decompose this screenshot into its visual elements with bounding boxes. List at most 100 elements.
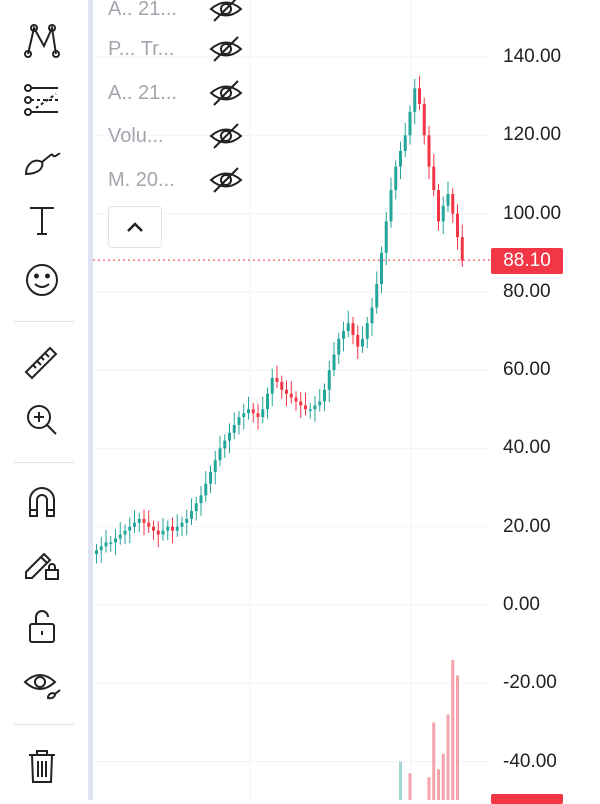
candle (261, 396, 265, 424)
candle (418, 75, 421, 111)
candle (365, 316, 369, 349)
candle (213, 450, 217, 485)
candle (133, 510, 136, 533)
emoji-button[interactable] (14, 258, 70, 302)
price-axis-label: -40.00 (503, 750, 557, 772)
candle (256, 403, 260, 430)
candle (175, 514, 179, 537)
legend-row[interactable]: M. 20... (108, 165, 258, 195)
candle (209, 465, 212, 494)
volume-bar (427, 777, 431, 800)
candle (370, 298, 374, 336)
candle (194, 496, 198, 521)
candle (308, 403, 312, 419)
candle (285, 380, 288, 407)
legend-label: P... Tr... (108, 37, 175, 60)
candle (185, 509, 189, 536)
trend-tools-button[interactable] (14, 78, 70, 122)
legend-row[interactable]: P... Tr... (108, 34, 258, 64)
volume-bar (441, 753, 445, 800)
text-tool-button[interactable] (14, 198, 70, 242)
volume-bar (399, 761, 402, 800)
candle (199, 486, 203, 516)
candle (228, 423, 231, 454)
candle (342, 321, 345, 352)
candle (247, 396, 250, 420)
volume-bar (456, 675, 459, 800)
candle (375, 271, 379, 314)
candle (147, 510, 151, 533)
candle (337, 332, 341, 364)
candle (451, 187, 455, 223)
legend-row[interactable]: A.. 21... (108, 0, 258, 24)
bottom-price-tag (491, 794, 563, 804)
candle (156, 521, 160, 548)
lock-drawing-button[interactable] (14, 540, 70, 584)
trend-tools-icon (24, 84, 58, 116)
candle (351, 316, 355, 345)
volume-bar (432, 722, 436, 800)
candle (204, 471, 208, 502)
hidden-eye-icon[interactable] (208, 121, 244, 151)
zoom-in-icon (27, 405, 57, 435)
pattern-tool-icon (24, 24, 60, 58)
toolbar-separator (14, 724, 74, 725)
candle (294, 391, 298, 411)
emoji-icon (26, 264, 58, 296)
candle (104, 529, 108, 553)
ruler-icon (24, 346, 58, 380)
candle (128, 517, 132, 544)
candle (441, 196, 445, 234)
candle (190, 498, 193, 526)
candle (389, 177, 393, 228)
eye-button[interactable] (14, 662, 70, 706)
volume-bar (451, 659, 455, 800)
legend-row[interactable]: A.. 21... (108, 78, 258, 108)
magnet-button[interactable] (14, 480, 70, 524)
hidden-eye-icon[interactable] (208, 165, 244, 195)
candle (456, 204, 459, 250)
price-axis-label: 60.00 (503, 359, 551, 381)
unlock-button[interactable] (14, 604, 70, 648)
price-axis-label: 20.00 (503, 515, 551, 537)
trash-button[interactable] (14, 744, 70, 788)
candle (180, 516, 184, 537)
candle (218, 435, 222, 467)
lock-drawing-icon (25, 552, 59, 580)
candle (289, 381, 293, 404)
hidden-eye-icon[interactable] (208, 34, 244, 64)
candle (403, 122, 407, 158)
candle (460, 224, 464, 267)
candle (384, 212, 388, 266)
toolbar-separator (14, 462, 74, 463)
toolbar-separator (14, 321, 74, 322)
candle (270, 368, 274, 407)
price-axis-label: 100.00 (503, 202, 562, 224)
hidden-eye-icon[interactable] (208, 0, 244, 24)
legend-row[interactable]: Volu... (108, 121, 258, 151)
candle (280, 375, 284, 400)
candle (118, 522, 122, 545)
magnet-icon (29, 487, 55, 517)
candle (313, 395, 317, 422)
candle (223, 434, 227, 458)
candle (394, 160, 398, 200)
unlock-icon (29, 610, 55, 643)
hidden-eye-icon[interactable] (208, 78, 244, 108)
pattern-tool-button[interactable] (14, 18, 70, 62)
volume-bar (437, 769, 440, 800)
current-price-tag: 88.10 (491, 248, 563, 274)
ruler-button[interactable] (14, 340, 70, 384)
legend-label: A.. 21... (108, 81, 177, 104)
zoom-in-button[interactable] (14, 398, 70, 442)
brush-tool-icon (24, 152, 61, 176)
candle (299, 392, 303, 418)
eye-icon (23, 674, 61, 700)
brush-tool-button[interactable] (14, 138, 70, 182)
price-axis-label: 140.00 (503, 46, 562, 67)
candle (361, 326, 364, 353)
text-tool-icon (30, 207, 54, 235)
collapse-legend-button[interactable] (108, 206, 162, 248)
candle (171, 517, 174, 544)
